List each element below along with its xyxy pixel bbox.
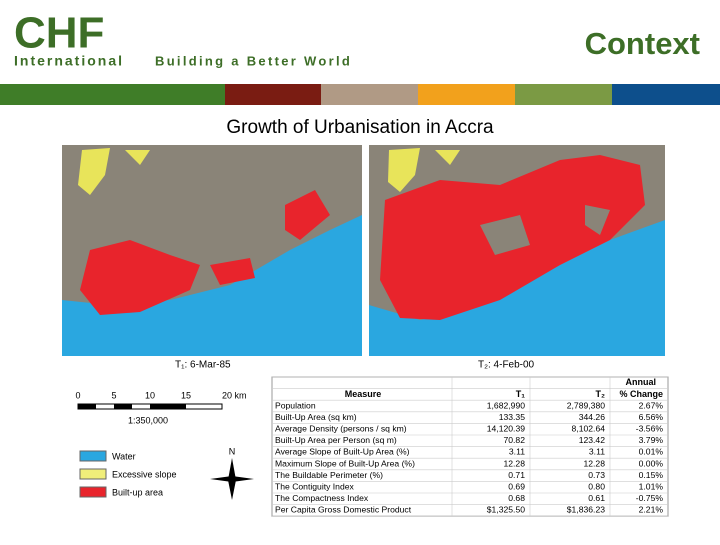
- table-cell: 14,120.39: [487, 423, 525, 433]
- table-cell: 2.67%: [639, 400, 664, 410]
- table-cell: 1.01%: [639, 481, 664, 491]
- table-cell: 0.68: [508, 493, 525, 503]
- legend-label: Excessive slope: [112, 469, 177, 479]
- table-header: Measure: [345, 389, 382, 399]
- table-cell: 3.79%: [639, 435, 664, 445]
- table-cell: 12.28: [583, 458, 605, 468]
- table-cell: 123.42: [579, 435, 606, 445]
- scale-label: 20 km: [222, 390, 247, 400]
- table-cell: 2.21%: [639, 505, 664, 515]
- table-cell: 0.61: [588, 493, 605, 503]
- table-cell: The Buildable Perimeter (%): [275, 470, 383, 480]
- north-label: N: [229, 446, 236, 456]
- legend-swatch: [79, 486, 107, 498]
- table-cell: -0.75%: [636, 493, 664, 503]
- table-cell: Average Slope of Built-Up Area (%): [275, 447, 410, 457]
- table-cell: The Compactness Index: [275, 493, 369, 503]
- table-cell: Maximum Slope of Built-Up Area (%): [275, 458, 415, 468]
- table-cell: 344.26: [579, 412, 606, 422]
- table-cell: Average Density (persons / sq km): [275, 423, 407, 433]
- legend-swatch: [79, 450, 107, 462]
- table-cell: 12.28: [503, 458, 525, 468]
- map-1985: [62, 145, 362, 356]
- table-cell: 8,102.64: [572, 423, 606, 433]
- color-bar: [0, 84, 720, 105]
- table-header: T₂: [596, 389, 606, 399]
- scale-label: 15: [181, 390, 191, 400]
- table-cell: 3.11: [509, 447, 525, 457]
- tagline: Building a Better World: [155, 53, 352, 68]
- table-header: % Change: [619, 389, 663, 399]
- table-cell: 6.56%: [639, 412, 664, 422]
- logo: CHF: [14, 9, 104, 58]
- table-cell: Built-Up Area (sq km): [275, 412, 357, 422]
- scale-label: 0: [75, 390, 80, 400]
- table-cell: $1,836.23: [567, 505, 605, 515]
- table-cell: 3.11: [589, 447, 605, 457]
- slide-title: Growth of Urbanisation in Accra: [226, 117, 494, 138]
- table-cell: 133.35: [499, 412, 526, 422]
- legend-swatch: [79, 468, 107, 480]
- legend-label: Water: [112, 451, 136, 461]
- table-cell: 70.82: [503, 435, 525, 445]
- table-cell: 0.15%: [639, 470, 664, 480]
- table-cell: Population: [275, 400, 316, 410]
- page-title: Context: [585, 26, 700, 61]
- table-cell: The Contiguity Index: [275, 481, 355, 491]
- table-cell: 0.00%: [639, 458, 664, 468]
- table-cell: Built-Up Area per Person (sq m): [275, 435, 397, 445]
- north-arrow: [210, 458, 254, 500]
- table-header: Annual: [626, 377, 657, 387]
- scale-label: 10: [145, 390, 155, 400]
- table-cell: 0.73: [588, 470, 605, 480]
- scale-label: 5: [111, 390, 116, 400]
- table-cell: -3.56%: [636, 423, 664, 433]
- table-cell: 0.71: [508, 470, 525, 480]
- scale-ratio: 1:350,000: [128, 415, 168, 425]
- table-header: T₁: [516, 389, 525, 399]
- scale-bar: [77, 403, 223, 410]
- map-2000: [369, 145, 665, 356]
- table-cell: Per Capita Gross Domestic Product: [275, 505, 412, 515]
- legend-label: Built-up area: [112, 487, 163, 497]
- table-cell: 0.80: [588, 481, 605, 491]
- table-cell: $1,325.50: [487, 505, 525, 515]
- logo-sub: International: [14, 53, 124, 69]
- table-cell: 0.01%: [639, 447, 664, 457]
- table-cell: 1,682,990: [487, 400, 525, 410]
- table-cell: 0.69: [508, 481, 525, 491]
- table-cell: 2,789,380: [567, 400, 605, 410]
- map-caption: T₂: 4-Feb-00: [478, 360, 535, 371]
- map-caption: T₁: 6-Mar-85: [175, 360, 231, 371]
